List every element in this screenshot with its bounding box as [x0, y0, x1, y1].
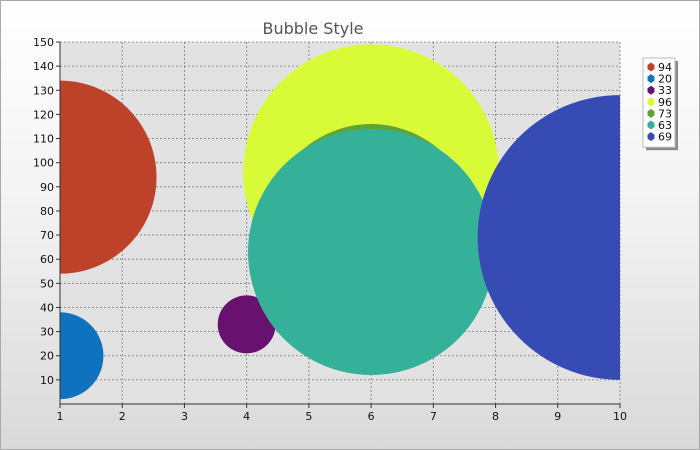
bubble-63 — [248, 128, 495, 376]
x-tick-label: 6 — [368, 410, 375, 423]
y-tick-label: 60 — [40, 253, 54, 266]
bubble-33 — [217, 295, 276, 354]
x-tick-label: 7 — [430, 410, 437, 423]
legend-label-20: 20 — [658, 73, 672, 86]
legend-label-63: 63 — [658, 119, 672, 132]
legend-label-33: 33 — [658, 84, 672, 97]
legend-marker-94 — [647, 62, 655, 72]
chart-title: Bubble Style — [263, 19, 364, 38]
bubble-69 — [477, 95, 620, 380]
legend-marker-33 — [647, 85, 655, 95]
y-tick-label: 50 — [40, 277, 54, 290]
legend-label-96: 96 — [658, 96, 672, 109]
x-tick-label: 2 — [119, 410, 126, 423]
legend-marker-96 — [647, 97, 655, 107]
y-tick-label: 40 — [40, 301, 54, 314]
y-tick-label: 70 — [40, 229, 54, 242]
legend-marker-63 — [647, 120, 655, 130]
legend-label-94: 94 — [658, 61, 672, 74]
legend-label-73: 73 — [658, 107, 672, 120]
y-tick-label: 110 — [33, 133, 54, 146]
x-tick-label: 10 — [613, 410, 627, 423]
y-tick-label: 80 — [40, 205, 54, 218]
y-tick-label: 130 — [33, 84, 54, 97]
bubble-20 — [60, 312, 104, 400]
legend-marker-69 — [647, 132, 655, 142]
legend-label-69: 69 — [658, 131, 672, 144]
legend-marker-20 — [647, 74, 655, 84]
axes: 1 2 3 4 5 6 7 8 9 10 10 20 30 40 50 60 70 80 90 100 110 120 13… — [33, 36, 627, 423]
bubble-layer — [60, 44, 620, 400]
x-tick-label: 4 — [243, 410, 250, 423]
legend-marker-73 — [647, 108, 655, 118]
x-tick-label: 3 — [181, 410, 188, 423]
y-tick-label: 140 — [33, 60, 54, 73]
x-tick-label: 1 — [57, 410, 64, 423]
y-tick-label: 150 — [33, 36, 54, 49]
y-tick-label: 30 — [40, 326, 54, 339]
y-tick-label: 90 — [40, 181, 54, 194]
x-tick-label: 9 — [554, 410, 561, 423]
y-tick-label: 10 — [40, 374, 54, 387]
y-tick-label: 20 — [40, 350, 54, 363]
y-tick-label: 120 — [33, 108, 54, 121]
bubble-94 — [60, 80, 157, 274]
y-tick-label: 100 — [33, 157, 54, 170]
x-tick-label: 8 — [492, 410, 499, 423]
x-tick-label: 5 — [305, 410, 312, 423]
